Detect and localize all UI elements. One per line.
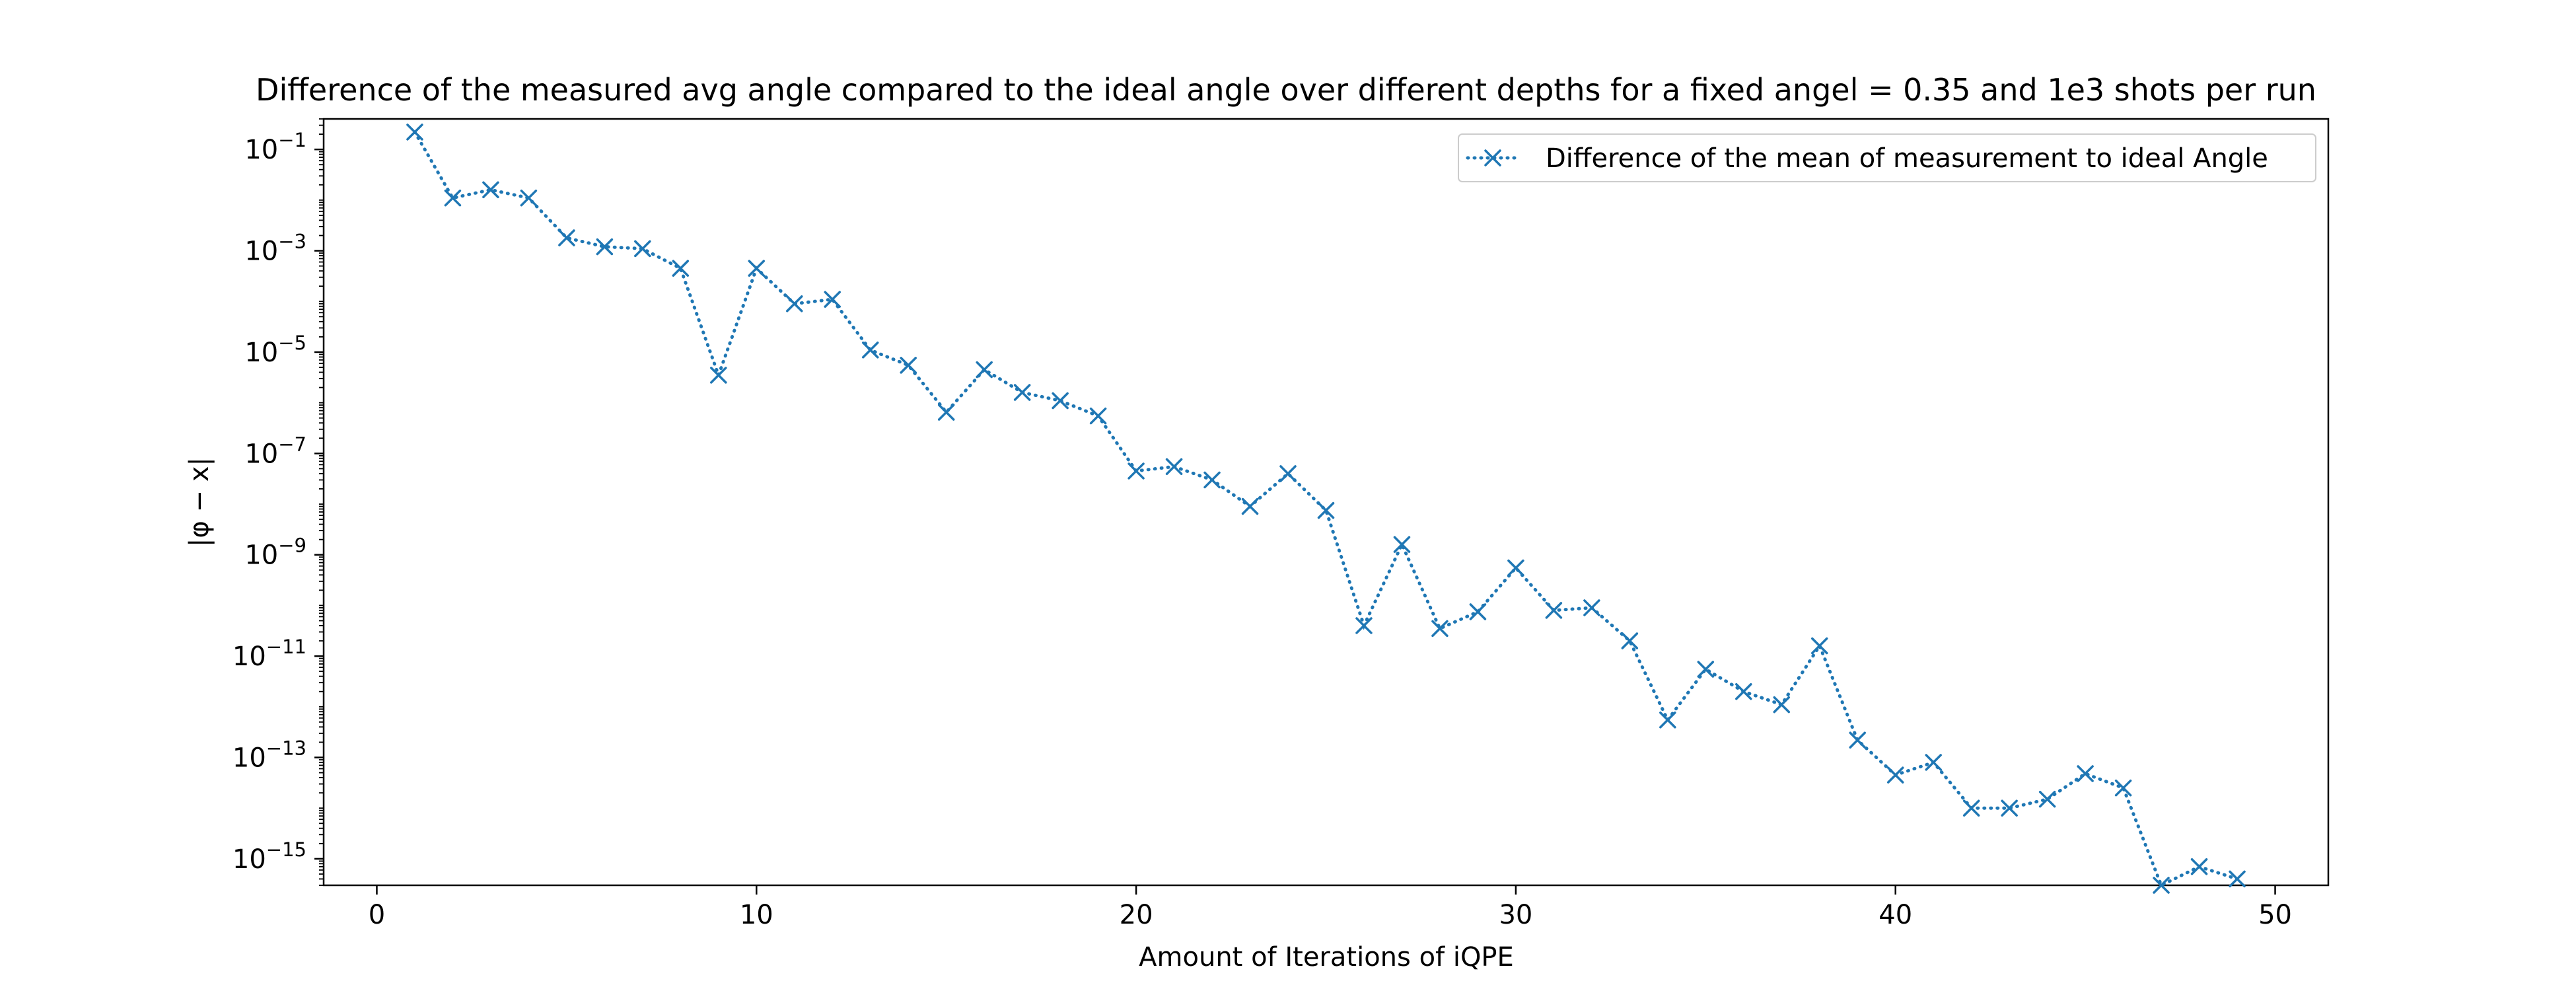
data-point — [786, 295, 803, 312]
data-point — [1013, 384, 1031, 401]
data-point — [2229, 870, 2246, 888]
y-axis: 10−1 10−3 10−5 10−7 10−9 10−11 10−13 10−15 — [233, 118, 324, 886]
data-point — [2153, 877, 2170, 894]
x-tick-label: 0 — [369, 900, 385, 930]
x-tick-label: 10 — [740, 900, 773, 930]
data-point — [1811, 637, 1828, 655]
legend-marker-x — [1484, 149, 1501, 166]
data-point — [2077, 765, 2094, 782]
legend-label: Difference of the mean of measurement to… — [1546, 143, 2268, 174]
x-axis: 0 10 20 30 40 50 — [369, 885, 2292, 930]
data-point — [1886, 766, 1904, 784]
data-point — [1165, 458, 1183, 476]
legend-marker — [1484, 149, 1501, 166]
y-tick-label: 10−3 — [244, 231, 306, 267]
data-point — [406, 124, 423, 141]
data-point — [596, 238, 614, 256]
data-point — [520, 189, 538, 207]
x-axis-label: Amount of Iterations of iQPE — [1139, 942, 1514, 973]
y-tick-label: 10−15 — [233, 838, 306, 875]
data-point — [1469, 603, 1487, 620]
chart-title: Difference of the measured avg angle com… — [256, 72, 2316, 108]
data-point — [1393, 536, 1411, 553]
legend-box — [1458, 133, 2316, 182]
x-tick-label: 30 — [1499, 900, 1532, 930]
data-point — [1849, 731, 1866, 749]
data-point — [1355, 617, 1373, 634]
data-point — [748, 260, 766, 277]
data-point — [710, 367, 727, 384]
data-point — [2038, 790, 2056, 808]
data-point — [1659, 711, 1676, 729]
data-point — [1925, 754, 1942, 771]
data-point — [1583, 599, 1600, 616]
data-point — [976, 361, 993, 379]
data-point — [1203, 471, 1221, 489]
data-point — [672, 260, 690, 277]
x-tick-label: 20 — [1120, 900, 1153, 930]
y-axis-label: |φ − x| — [184, 457, 215, 547]
y-tick-label: 10−13 — [233, 737, 306, 774]
x-tick-label: 50 — [2258, 900, 2292, 930]
data-point — [861, 342, 879, 359]
y-tick-label: 10−1 — [244, 129, 306, 165]
data-point — [1545, 602, 1563, 619]
data-point — [824, 291, 841, 308]
data-point — [1507, 559, 1524, 577]
data-point — [2190, 858, 2208, 875]
data-point — [1279, 465, 1297, 482]
data-point — [1735, 682, 1752, 700]
data-point — [558, 229, 575, 246]
data-point — [1697, 661, 1715, 678]
y-tick-label: 10−11 — [233, 636, 306, 672]
x-tick-label: 40 — [1878, 900, 1912, 930]
data-point — [1431, 620, 1449, 638]
plot-area — [322, 118, 2330, 887]
data-point — [900, 357, 917, 374]
data-point — [1127, 462, 1145, 480]
y-tick-label: 10−9 — [244, 534, 306, 571]
data-point — [937, 404, 955, 421]
data-point — [1962, 799, 1980, 817]
data-point — [1052, 392, 1069, 410]
data-point — [1773, 696, 1791, 714]
data-point — [1089, 407, 1107, 425]
data-point — [2001, 799, 2018, 817]
data-point — [444, 189, 462, 207]
data-point — [482, 181, 499, 198]
y-tick-label: 10−7 — [244, 433, 306, 469]
legend: Difference of the mean of measurement to… — [1458, 133, 2316, 182]
data-point — [1317, 501, 1335, 519]
data-point — [1621, 632, 1639, 649]
y-tick-label: 10−5 — [244, 332, 306, 368]
data-markers — [406, 124, 2246, 894]
data-point — [1241, 497, 1259, 515]
data-point — [634, 240, 651, 258]
data-point — [2114, 779, 2132, 797]
